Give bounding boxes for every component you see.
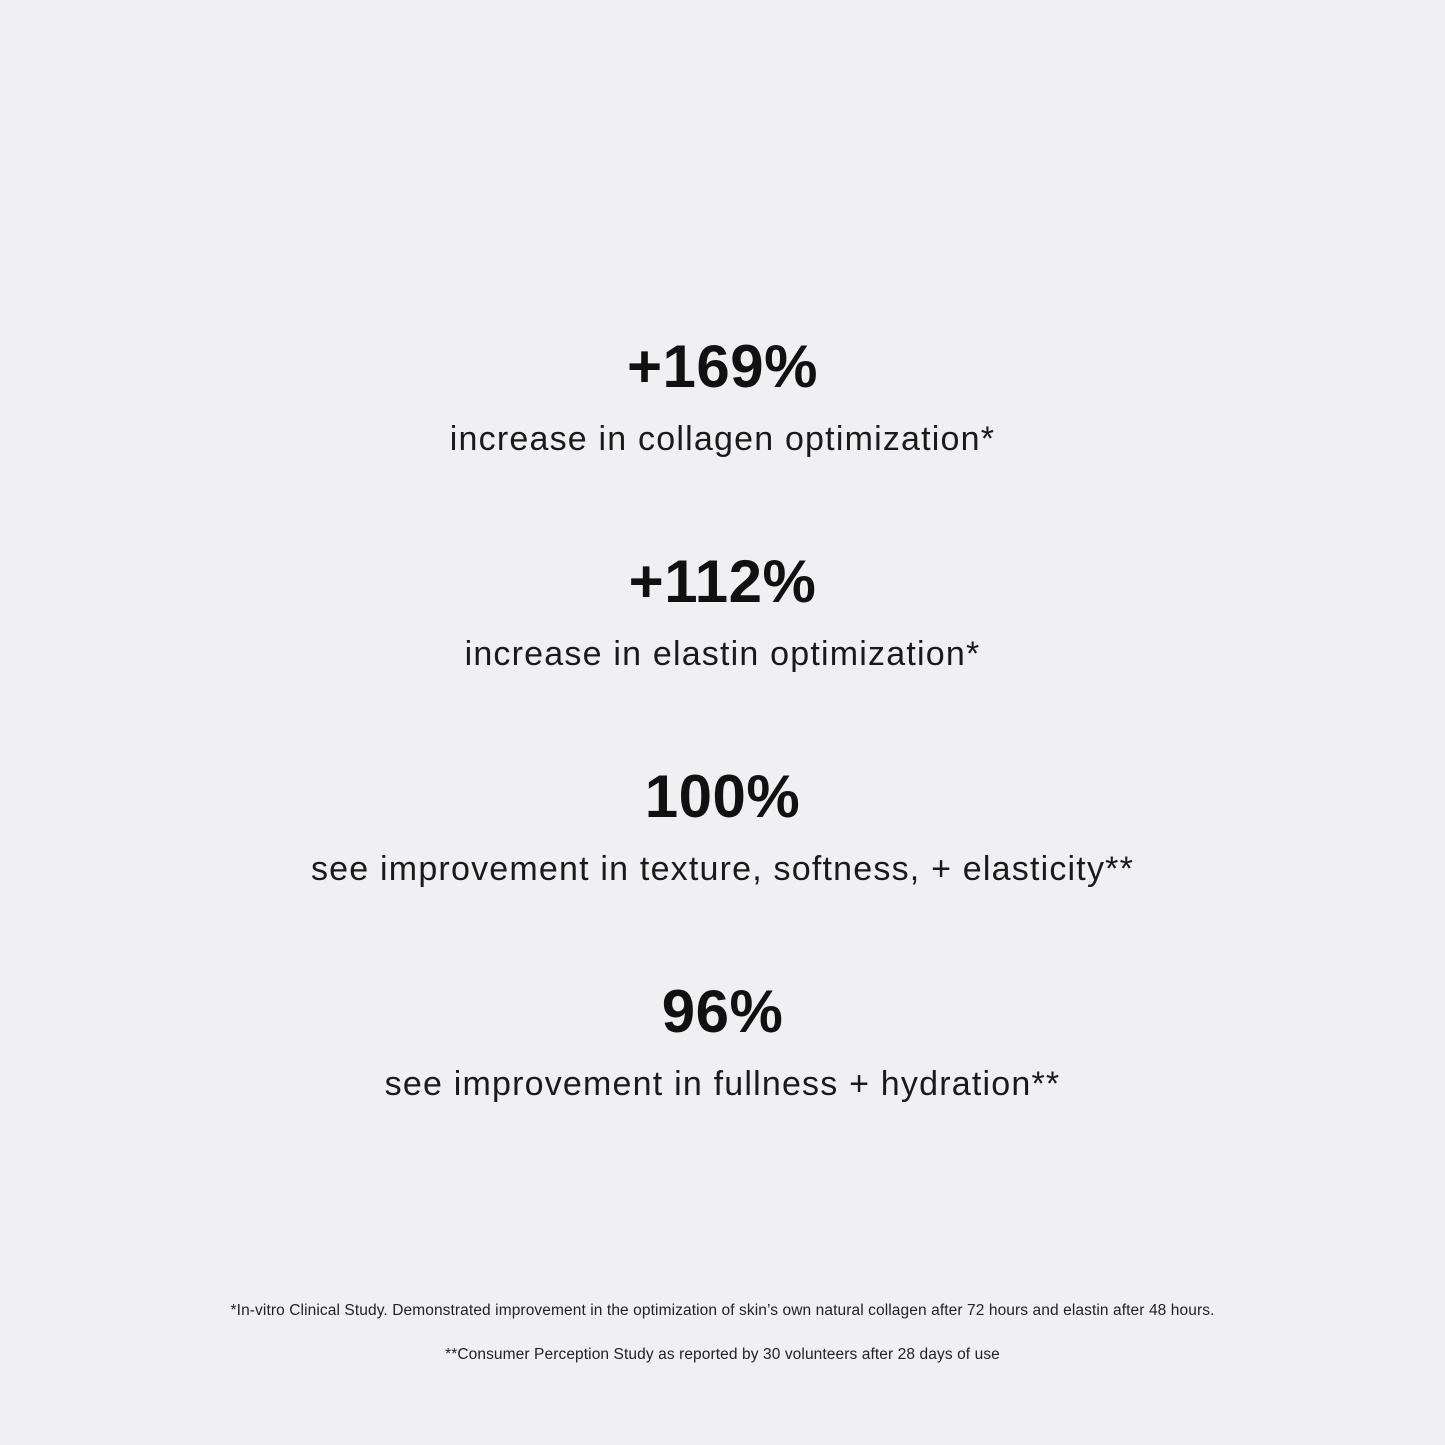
stat-value: 96% [661, 978, 784, 1045]
stat-description: see improvement in texture, softness, + … [310, 850, 1135, 888]
footnote-consumer-study: **Consumer Perception Study as reported … [445, 1346, 1000, 1363]
stat-value: +112% [628, 548, 817, 615]
footnote-clinical-study: *In-vitro Clinical Study. Demonstrated i… [230, 1302, 1215, 1319]
stat-description: see improvement in fullness + hydration*… [384, 1065, 1061, 1103]
stat-value: 100% [644, 763, 801, 830]
stat-description: increase in collagen optimization* [449, 420, 996, 458]
stat-value: +169% [627, 333, 818, 400]
stat-description: increase in elastin optimization* [464, 635, 981, 673]
